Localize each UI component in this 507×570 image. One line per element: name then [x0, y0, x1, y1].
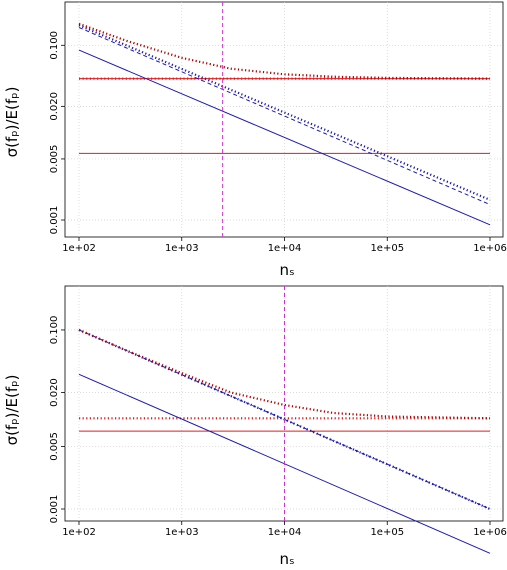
y-tick-label-3: 0.100 [49, 316, 60, 345]
y-axis-title-top: σ(fₚ)/E(fₚ) [3, 87, 21, 158]
x-tick-label-1: 1e+03 [165, 527, 199, 538]
x-tick-label-2: 1e+04 [268, 243, 302, 254]
y-axis-title-bottom: σ(fₚ)/E(fₚ) [3, 375, 21, 446]
panel-top: 1e+02 1e+03 1e+04 1e+05 1e+06 0.001 0.005 0.020… [3, 1, 507, 279]
ticks-top: 1e+02 1e+03 1e+04 1e+05 1e+06 0.001 0.005 0.020… [49, 31, 507, 254]
series-line-3 [78, 328, 491, 420]
y-tick-label-0: 0.001 [49, 206, 60, 235]
y-tick-label-2: 0.020 [49, 378, 60, 407]
y-tick-label-1: 0.005 [49, 432, 60, 461]
panel-bottom: 1e+02 1e+03 1e+04 1e+05 1e+06 0.001 0.005 0.020… [3, 285, 507, 568]
y-tick-label-3: 0.100 [49, 31, 60, 60]
x-tick-label-2: 1e+04 [268, 527, 302, 538]
y-tick-label-0: 0.001 [49, 495, 60, 524]
ticks-bottom: 1e+02 1e+03 1e+04 1e+05 1e+06 0.001 0.005 0.020… [49, 316, 507, 538]
x-tick-label-0: 1e+02 [62, 527, 96, 538]
series-line-2 [78, 27, 491, 206]
series-line-0 [78, 49, 491, 226]
grid-top [65, 2, 503, 237]
x-tick-label-4: 1e+06 [473, 527, 507, 538]
x-tick-label-4: 1e+06 [473, 243, 507, 254]
plot-frame-top [64, 1, 504, 238]
x-tick-label-1: 1e+03 [165, 243, 199, 254]
y-tick-label-1: 0.005 [49, 145, 60, 174]
x-tick-label-3: 1e+05 [370, 243, 404, 254]
x-tick-label-3: 1e+05 [370, 527, 404, 538]
y-tick-label-2: 0.020 [49, 92, 60, 121]
series-line-1 [78, 24, 491, 201]
series-line-3 [78, 22, 491, 80]
x-axis-title-bottom: nₛ [279, 550, 294, 568]
x-axis-title-top: nₛ [279, 261, 294, 279]
x-tick-label-0: 1e+02 [62, 243, 96, 254]
series-top [78, 22, 491, 226]
